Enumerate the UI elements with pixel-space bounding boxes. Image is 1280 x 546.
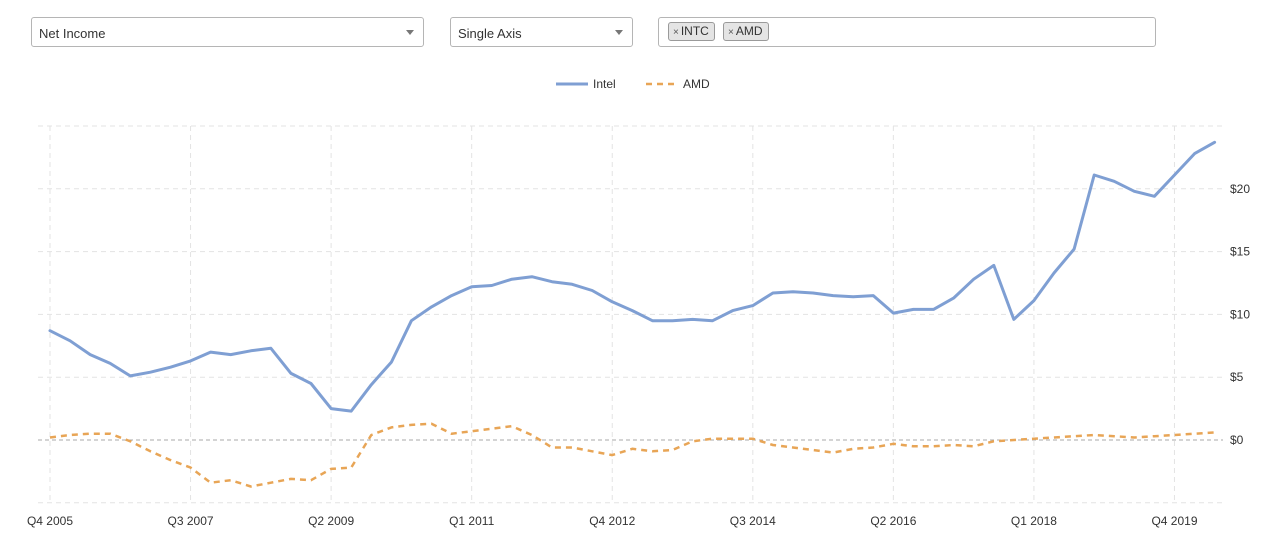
x-tick-label: Q4 2005 bbox=[27, 514, 73, 528]
x-tick-label: Q2 2016 bbox=[870, 514, 916, 528]
legend-label: AMD bbox=[683, 77, 710, 91]
x-tick-label: Q3 2007 bbox=[168, 514, 214, 528]
x-tick-label: Q1 2011 bbox=[449, 514, 494, 528]
ticker-tag-amd: × AMD bbox=[723, 22, 769, 41]
y-tick-label: $10 bbox=[1230, 307, 1250, 321]
series-line-intel bbox=[48, 140, 1217, 413]
ticker-multiselect[interactable]: × INTC × AMD bbox=[658, 17, 1156, 47]
x-tick-label: Q4 2019 bbox=[1151, 514, 1197, 528]
ticker-tag-intc: × INTC bbox=[668, 22, 715, 41]
line-chart: Q4 2005 Q3 2007 Q2 2009 Q1 2011 Q4 2012 Q3 20… bbox=[27, 77, 1250, 528]
chevron-down-icon bbox=[406, 30, 414, 35]
remove-tag-icon[interactable]: × bbox=[728, 27, 734, 38]
chevron-down-icon bbox=[615, 30, 623, 35]
series-line-amd bbox=[49, 422, 1215, 488]
ticker-tag-label: INTC bbox=[680, 24, 709, 38]
axis-mode-select-value: Single Axis bbox=[458, 26, 522, 41]
y-tick-label: $20 bbox=[1230, 182, 1250, 196]
legend-label: Intel bbox=[593, 77, 616, 91]
metric-select-value: Net Income bbox=[39, 26, 106, 41]
x-tick-label: Q1 2018 bbox=[1011, 514, 1057, 528]
remove-tag-icon[interactable]: × bbox=[673, 27, 679, 38]
y-tick-label: $0 bbox=[1230, 433, 1244, 447]
y-tick-label: $5 bbox=[1230, 370, 1244, 384]
x-tick-label: Q2 2009 bbox=[308, 514, 354, 528]
x-tick-label: Q3 2014 bbox=[730, 514, 776, 528]
metric-select[interactable]: Net Income bbox=[31, 17, 424, 47]
y-tick-label: $15 bbox=[1230, 245, 1250, 259]
ticker-tag-label: AMD bbox=[735, 24, 763, 38]
x-tick-label: Q4 2012 bbox=[589, 514, 635, 528]
axis-mode-select[interactable]: Single Axis bbox=[450, 17, 633, 47]
